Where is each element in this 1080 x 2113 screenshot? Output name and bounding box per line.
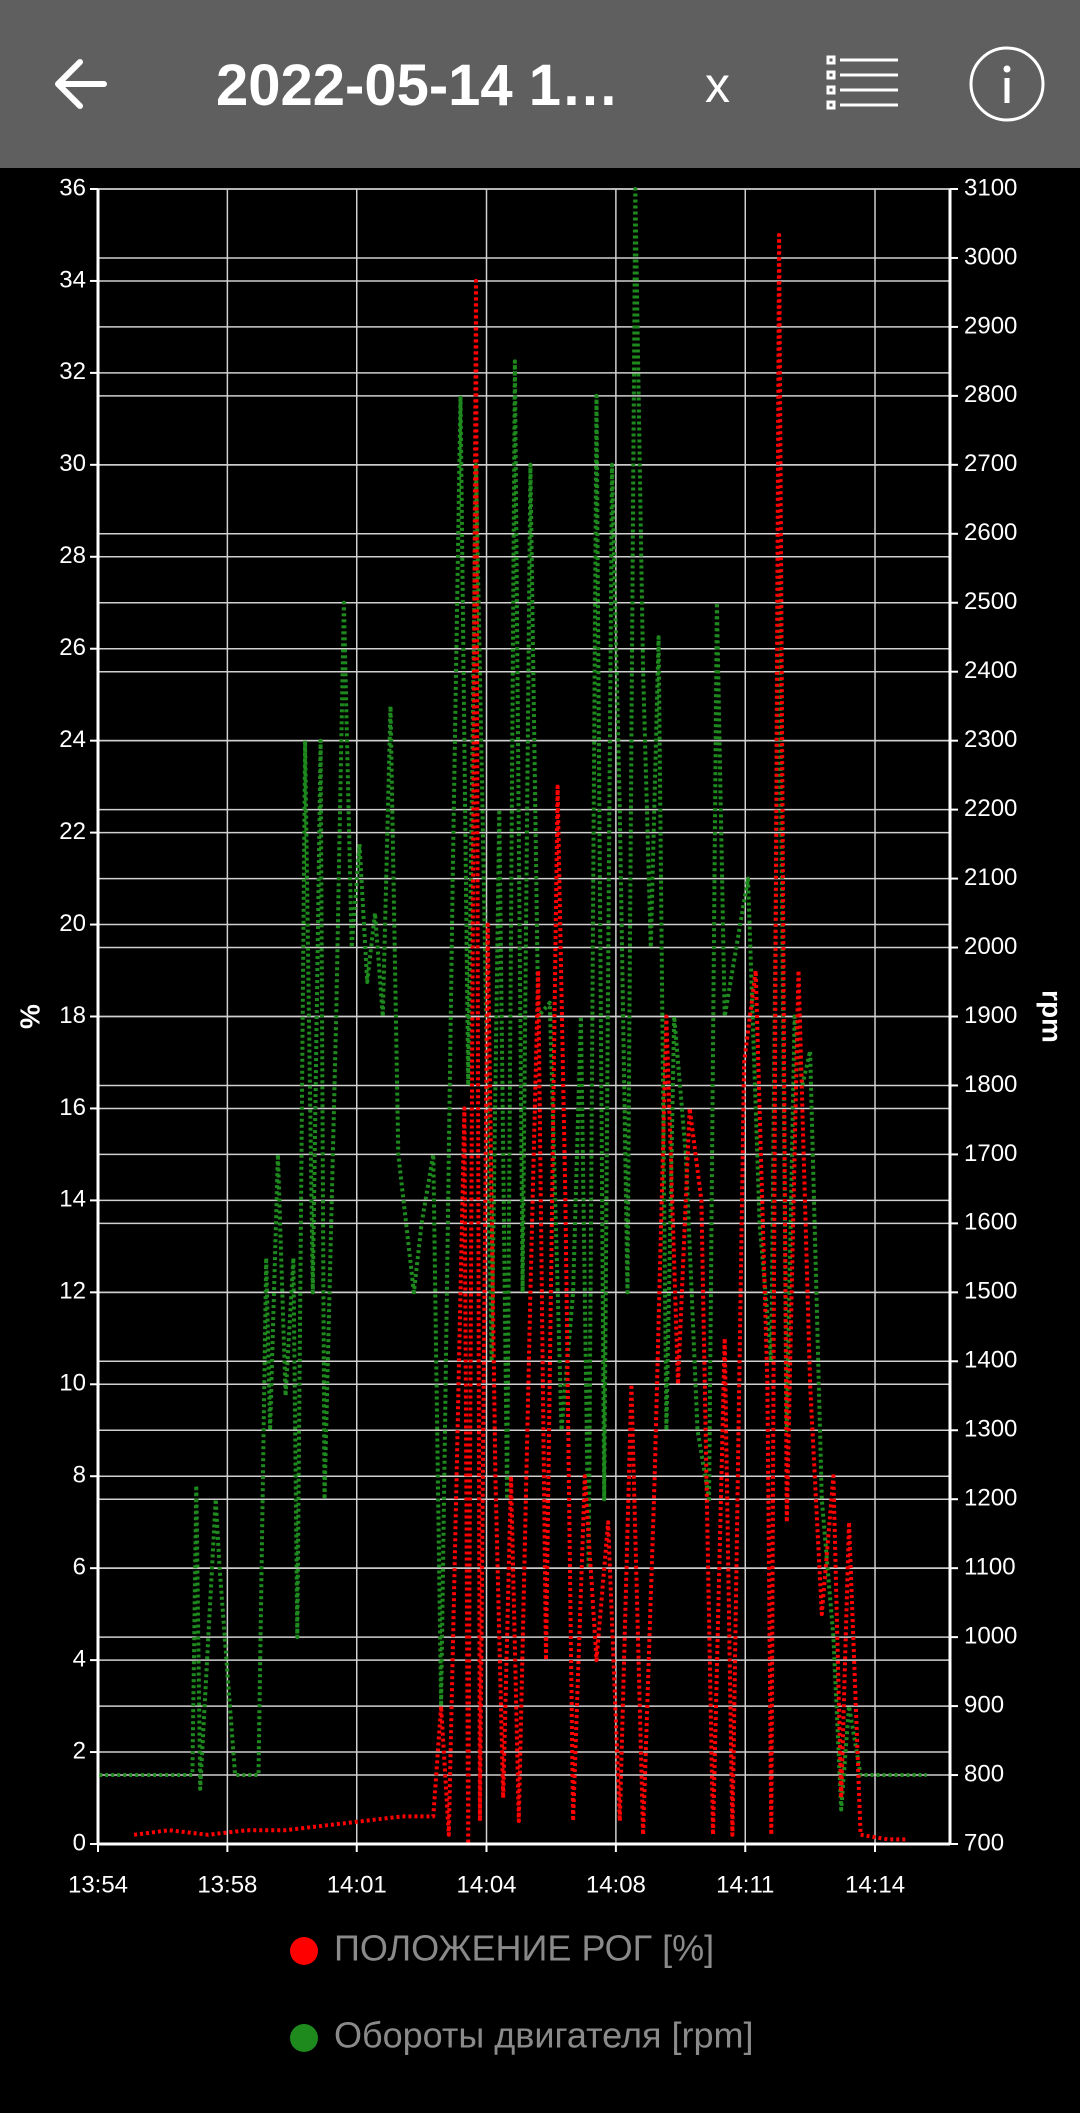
x-tick-label: 14:11 — [716, 1871, 774, 1898]
y2-tick-label: 2100 — [964, 864, 1017, 891]
y-tick-label: 2 — [73, 1737, 86, 1764]
y2-tick-label: 2300 — [964, 726, 1017, 753]
x-tick-label: 13:58 — [197, 1871, 257, 1898]
y2-axis-label: rpm — [1037, 990, 1068, 1043]
y2-tick-label: 1100 — [964, 1554, 1016, 1581]
y2-tick-label: 1000 — [964, 1622, 1017, 1649]
y2-tick-label: 2900 — [964, 312, 1017, 339]
y-tick-label: 10 — [59, 1370, 86, 1397]
title: 2022-05-14 1… — [216, 53, 620, 118]
legend-marker — [290, 2024, 318, 2052]
x-tick-label: 14:08 — [586, 1871, 646, 1898]
legend-marker — [290, 1937, 318, 1965]
y-tick-label: 20 — [59, 910, 86, 937]
y2-tick-label: 2400 — [964, 657, 1017, 684]
y-tick-label: 32 — [59, 358, 86, 385]
y2-tick-label: 2600 — [964, 519, 1017, 546]
y-tick-label: 6 — [73, 1554, 86, 1581]
y-axis-label: % — [14, 1004, 45, 1029]
y-tick-label: 18 — [59, 1002, 86, 1029]
y2-tick-label: 2200 — [964, 795, 1017, 822]
y2-tick-label: 1700 — [964, 1140, 1017, 1167]
y-tick-label: 16 — [59, 1094, 86, 1121]
y2-tick-label: 3100 — [964, 174, 1017, 201]
y2-tick-label: 2700 — [964, 450, 1017, 477]
y2-tick-label: 1200 — [964, 1485, 1017, 1512]
y2-tick-label: 1400 — [964, 1347, 1017, 1374]
app-bar: 2022-05-14 1… x — [0, 0, 1080, 168]
close-button[interactable]: x — [705, 57, 730, 113]
y2-tick-label: 3000 — [964, 243, 1017, 270]
series-line — [133, 233, 908, 1846]
legend-label: Обороты двигателя [rpm] — [334, 2015, 753, 2056]
y2-tick-label: 2800 — [964, 381, 1017, 408]
y2-tick-label: 2000 — [964, 933, 1017, 960]
legend-label: ПОЛОЖЕНИЕ РОГ [%] — [334, 1928, 714, 1969]
y2-tick-label: 1600 — [964, 1209, 1017, 1236]
y-tick-label: 22 — [59, 818, 86, 845]
info-button[interactable] — [968, 45, 1046, 123]
y2-tick-label: 1300 — [964, 1416, 1017, 1443]
y2-tick-label: 800 — [964, 1760, 1004, 1787]
y-tick-label: 8 — [73, 1462, 86, 1489]
x-tick-label: 14:04 — [456, 1871, 516, 1898]
y2-tick-label: 1800 — [964, 1071, 1017, 1098]
y-tick-label: 28 — [59, 542, 86, 569]
y2-tick-label: 1500 — [964, 1278, 1017, 1305]
y2-tick-label: 700 — [964, 1829, 1004, 1856]
y-tick-label: 24 — [59, 726, 86, 753]
y-tick-label: 0 — [73, 1829, 86, 1856]
y-tick-label: 30 — [59, 450, 86, 477]
back-button[interactable] — [52, 56, 108, 112]
y-tick-label: 34 — [59, 266, 86, 293]
x-tick-label: 14:01 — [327, 1871, 387, 1898]
y-tick-label: 36 — [59, 174, 86, 201]
series-line — [99, 187, 927, 1812]
list-button[interactable] — [826, 54, 900, 112]
chart: 0246810121416182022242628303234367008009… — [14, 174, 1068, 2056]
y-tick-label: 14 — [59, 1186, 86, 1213]
y2-tick-label: 1900 — [964, 1002, 1017, 1029]
y2-tick-label: 900 — [964, 1691, 1004, 1718]
y-tick-label: 12 — [59, 1278, 86, 1305]
y-tick-label: 26 — [59, 634, 86, 661]
y-tick-label: 4 — [73, 1645, 86, 1672]
x-tick-label: 14:14 — [845, 1871, 905, 1898]
x-tick-label: 13:54 — [68, 1871, 128, 1898]
y2-tick-label: 2500 — [964, 588, 1017, 615]
